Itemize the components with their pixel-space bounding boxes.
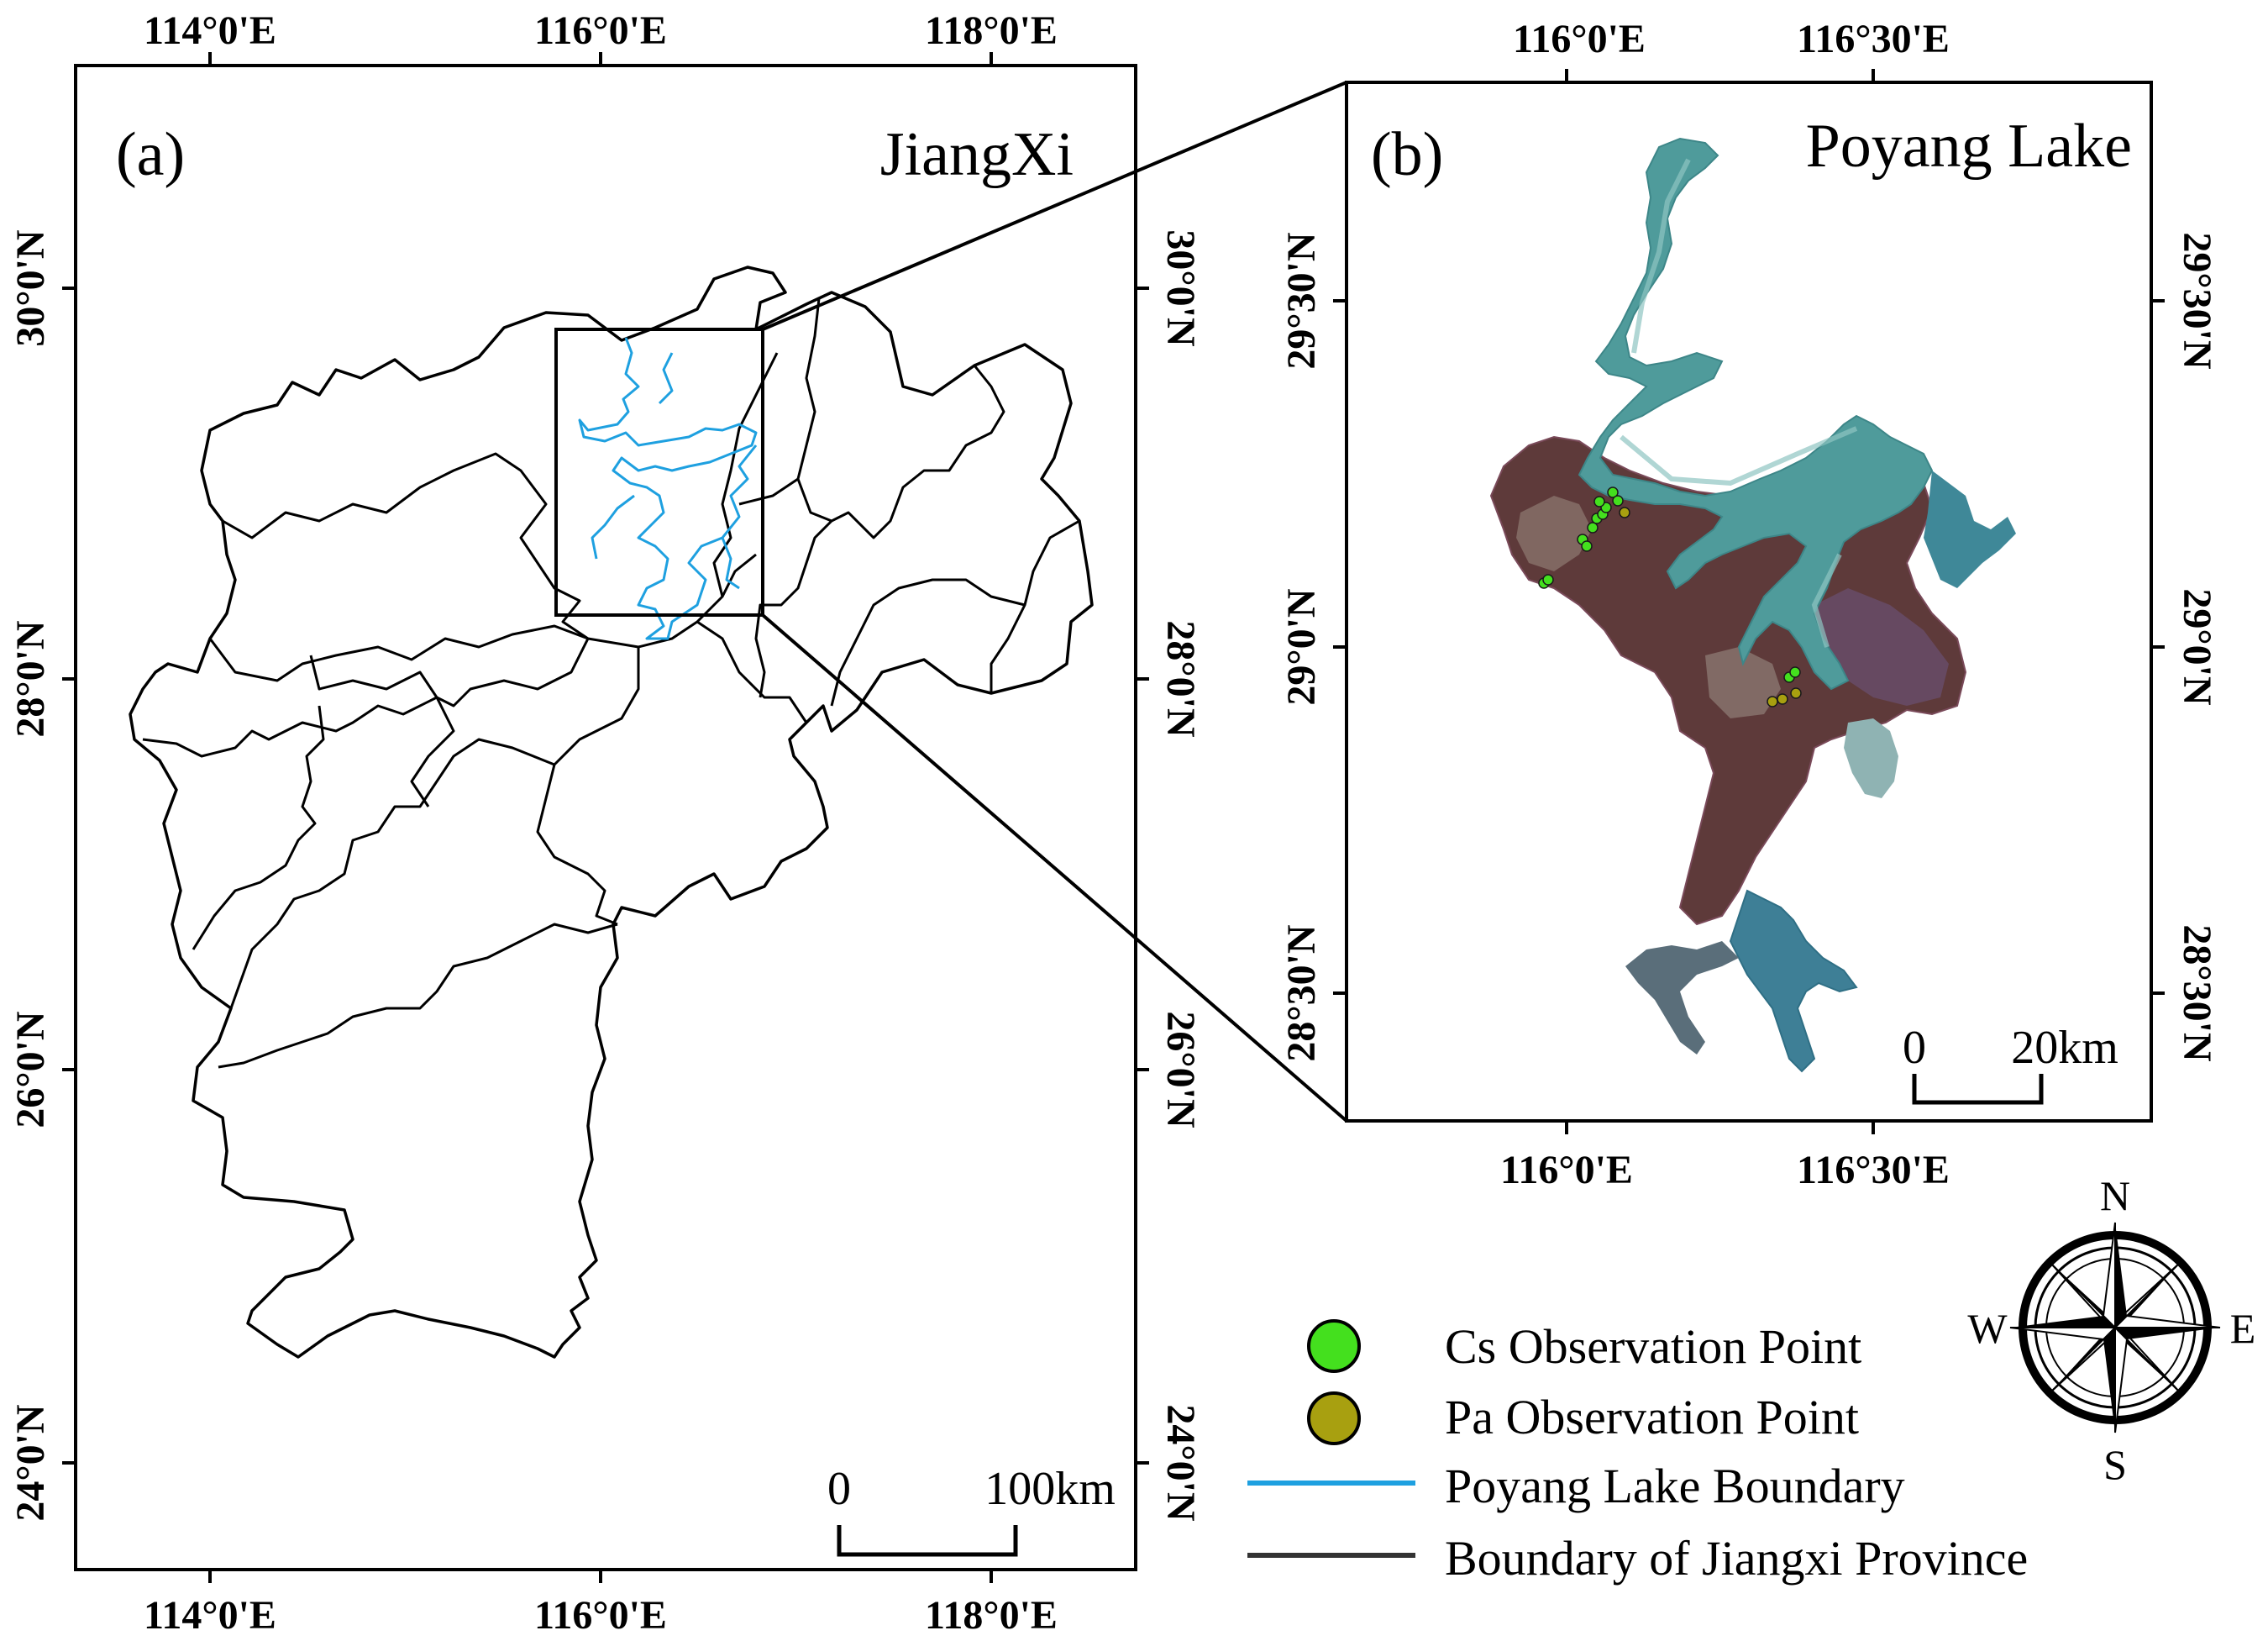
panel-b-scale-end: 20km (2011, 1022, 2118, 1074)
panel-b-label: (b) (1371, 120, 1443, 189)
panel-a-lat-tick-left-2: 28°0'N (8, 620, 53, 738)
jiangxi-internal-boundaries (142, 297, 1080, 1069)
compass-n-label: N (2100, 1172, 2130, 1219)
legend-cs-label: Cs Observation Point (1445, 1319, 1861, 1374)
panel-a-title: JiangXi (880, 120, 1074, 189)
panel-a-scale-start: 0 (827, 1463, 851, 1515)
panel-a-scale-end: 100km (984, 1463, 1116, 1515)
lake-water-highlight (1620, 158, 1858, 648)
panel-a-tick-marks (62, 52, 1149, 1583)
panel-b-lat-tick-left-3: 28°30'N (1279, 924, 1324, 1062)
legend-province-boundary-label: Boundary of Jiangxi Province (1445, 1531, 2028, 1586)
lake-field-tint-2 (1705, 647, 1781, 718)
panel-a-lat-tick-left-3: 26°0'N (8, 1011, 53, 1128)
panel-b-lon-tick-top-1: 116°0'E (1513, 17, 1646, 61)
lake-water-east-arm (1924, 471, 2016, 588)
zoom-connector-bottom (761, 613, 1348, 1123)
compass-e-label: E (2230, 1305, 2256, 1352)
panel-a-lon-tick-bottom-2: 116°0'E (534, 1593, 667, 1638)
panel-b-lat-tick-right-3: 28°30'N (2175, 924, 2219, 1062)
poyang-lake-satellite-image (1489, 137, 2016, 1073)
panel-b-lon-tick-bottom-1: 116°0'E (1500, 1148, 1633, 1192)
panel-b-tick-marks (1333, 69, 2165, 1134)
legend-pa-symbol (1307, 1391, 1361, 1445)
panel-a-lat-tick-right-2: 28°0'N (1158, 620, 1203, 738)
panel-b-lat-tick-left-2: 29°0'N (1279, 588, 1324, 706)
map-legend: Cs Observation Point Pa Observation Poin… (1247, 1319, 2028, 1586)
panel-a-label: (a) (116, 120, 185, 189)
panel-b-lat-tick-left-1: 29°30'N (1279, 232, 1324, 370)
panel-a-lat-tick-right-3: 26°0'N (1158, 1011, 1203, 1128)
panel-a-frame (74, 64, 1137, 1571)
panel-b-lon-tick-top-2: 116°30'E (1797, 17, 1950, 61)
panel-a-lon-tick-top-2: 116°0'E (534, 8, 667, 53)
panel-b-scale-bar: 0 20km (1903, 1022, 2118, 1105)
panel-b-lat-tick-right-2: 29°0'N (2175, 588, 2219, 706)
panel-a-lon-tick-bottom-1: 114°0'E (144, 1593, 276, 1638)
lake-marsh-tint (1814, 588, 1949, 706)
poyang-lake-boundary-overview (578, 337, 758, 640)
lake-water-south-arm (1729, 889, 1858, 1073)
compass-s-label: S (2103, 1441, 2127, 1488)
cs-observation-points (1538, 487, 1801, 683)
zoom-connector-top (762, 81, 1347, 331)
lake-water-southeast-lobe (1844, 718, 1898, 798)
panel-a-lat-tick-right-1: 30°0'N (1158, 229, 1203, 347)
panel-a-lat-tick-left-4: 24°0'N (8, 1404, 53, 1522)
panel-a-lat-tick-right-4: 24°0'N (1158, 1404, 1203, 1522)
panel-a-lon-tick-top-3: 118°0'E (925, 8, 1058, 53)
lake-field-tint (1516, 496, 1592, 571)
panel-b-lon-tick-bottom-2: 116°30'E (1797, 1148, 1950, 1192)
panel-a-lat-tick-left-1: 30°0'N (8, 229, 53, 347)
lake-water-south-branch (1625, 941, 1739, 1055)
panel-a-lon-tick-bottom-3: 118°0'E (925, 1593, 1058, 1638)
panel-b-scale-start: 0 (1903, 1022, 1926, 1074)
legend-cs-symbol (1307, 1319, 1361, 1373)
jiangxi-province-outline (129, 266, 1094, 1359)
panel-a: 114°0'E 116°0'E 118°0'E 114°0'E 116°0'E … (8, 8, 1203, 1638)
compass-rose: N S E W (1967, 1172, 2255, 1488)
panel-b-title: Poyang Lake (1806, 112, 2132, 181)
panel-b: 116°0'E 116°30'E 116°0'E 116°30'E 29°30'… (1279, 17, 2219, 1192)
compass-w-label: W (1967, 1305, 2008, 1352)
panel-a-scale-bar: 0 100km (827, 1463, 1116, 1557)
legend-pa-label: Pa Observation Point (1445, 1390, 1859, 1444)
legend-lake-boundary-label: Poyang Lake Boundary (1445, 1459, 1905, 1513)
study-area-inset-box (554, 328, 764, 617)
panel-b-lat-tick-right-1: 29°30'N (2175, 232, 2219, 370)
pa-observation-points (1619, 507, 1802, 707)
panel-a-lon-tick-top-1: 114°0'E (144, 8, 276, 53)
